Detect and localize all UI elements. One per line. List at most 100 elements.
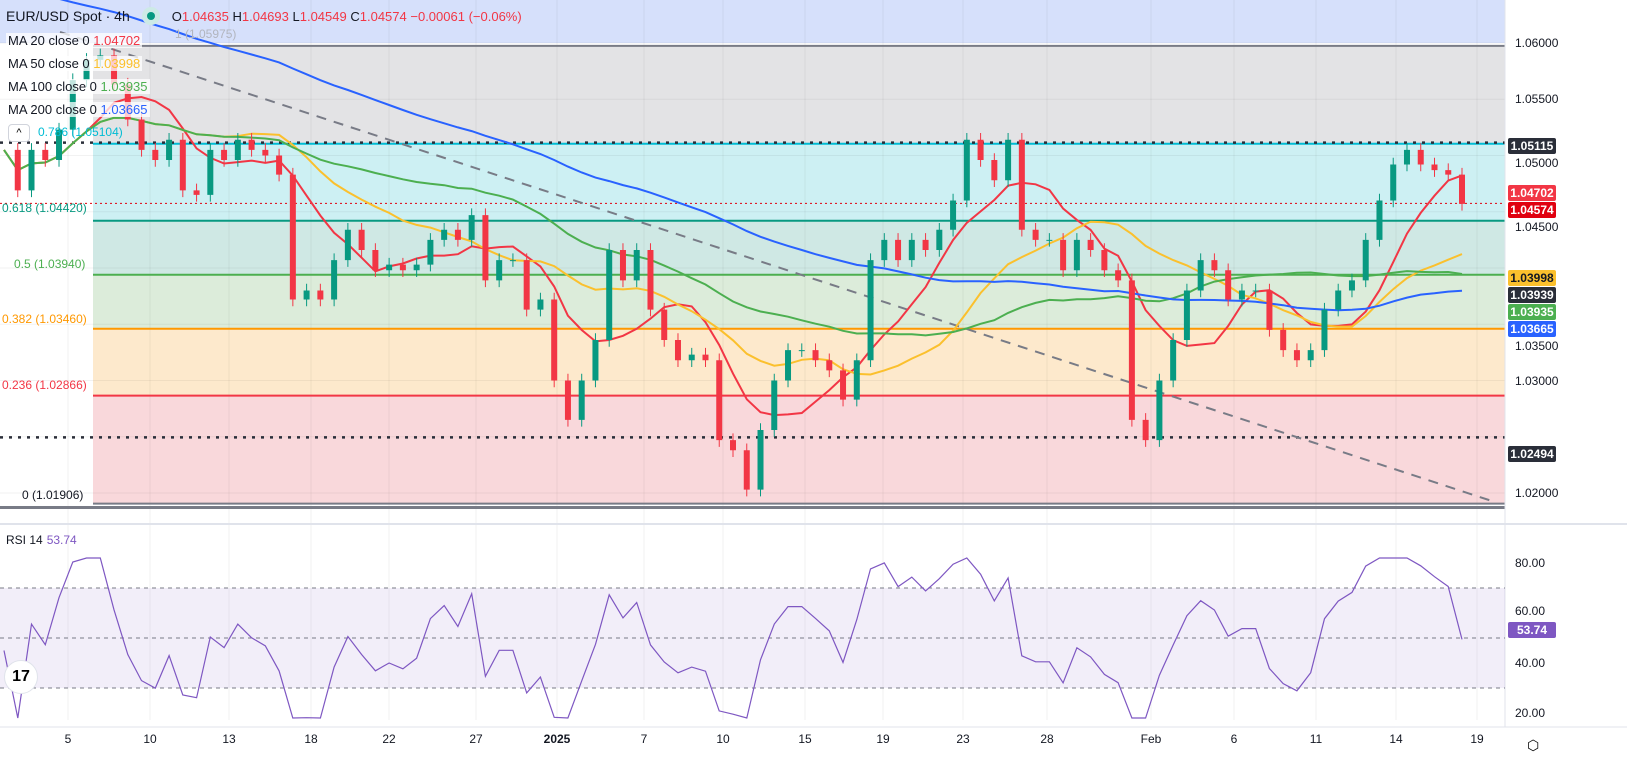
time-tick: 10 [716,732,730,746]
symbol-name: EUR/USD Spot [6,8,102,24]
candle-body [193,190,200,195]
candle-body [262,149,269,156]
rsi-tick: 20.00 [1515,706,1546,720]
candle-body [523,260,530,310]
candle-body [166,139,173,160]
candle-body [1018,139,1025,230]
candle-body [207,149,214,195]
price-tag-support: 1.02494 [1508,446,1556,462]
time-tick: 10 [143,732,157,746]
candle-body [1060,239,1067,271]
candle-body [1348,280,1355,291]
candle-body [1115,270,1122,281]
candle-body [1362,239,1369,281]
candle-body [771,380,778,430]
price-tick: 1.02000 [1515,486,1559,500]
price-tag-last: 1.04574 [1508,202,1556,218]
price-tick: 1.03000 [1515,374,1559,388]
candle-body [840,370,847,400]
candle-body [1211,260,1218,271]
fib-zone [93,220,1505,275]
candle-body [1101,250,1108,271]
candle-body [427,239,434,265]
candle-body [1005,139,1012,181]
time-tick: 15 [798,732,812,746]
time-tick: Feb [1140,732,1162,746]
market-status-icon [141,7,160,25]
candle-body [592,340,599,381]
time-tick: 22 [382,732,396,746]
candle-body [1197,260,1204,291]
fib-zone [93,143,1505,221]
candle-body [42,149,49,160]
candle-body [1073,239,1080,271]
ma50-legend[interactable]: MA 50 close 0 1.03998 [6,56,143,71]
candle-body [647,250,654,310]
candle-body [138,119,145,150]
fib-zone [93,45,1505,144]
candle-body [317,290,324,300]
candle-body [1266,290,1273,330]
candle-body [619,250,626,281]
candle-body [936,229,943,250]
fib-zone-above-1 [0,0,1505,43]
candle-body [1128,280,1135,420]
ma20-legend[interactable]: MA 20 close 0 1.04702 [6,33,143,48]
candle-body [1445,170,1452,175]
symbol-header: EUR/USD Spot · 4h O1.04635 H1.04693 L1.0… [6,7,522,25]
candle-body [922,239,929,250]
fib-zone [93,274,1505,329]
candle-body [716,360,723,441]
price-tag-fib: 1.03939 [1508,287,1556,303]
ohlc-values: O1.04635 H1.04693 L1.04549 C1.04574 −0.0… [171,8,522,24]
symbol-title[interactable]: EUR/USD Spot · 4h [6,8,130,24]
candle-body [303,290,310,300]
candle-body [276,155,283,175]
candle-body [441,229,448,240]
candle-body [1170,340,1177,381]
time-tick: 14 [1389,732,1403,746]
candle-body [1156,380,1163,441]
collapse-legend-button[interactable]: ^ [8,124,30,142]
fib-zero-bar [0,506,1505,509]
candle-body [633,250,640,281]
candle-body [1307,350,1314,361]
candle-body [152,149,159,160]
candle-body [386,264,393,271]
candle-body [537,299,544,310]
settings-icon[interactable]: ⬡ [1527,737,1540,753]
time-tick: 18 [304,732,318,746]
fib-zone [93,328,1505,396]
candle-body [1335,290,1342,310]
candle-body [826,360,833,371]
time-tick: 11 [1309,732,1323,746]
candle-body [372,250,379,271]
ma200-legend[interactable]: MA 200 close 0 1.03665 [6,102,150,117]
candle-body [496,260,503,281]
candle-body [702,354,709,361]
fib-label-0236: 0.236 (1.02866) [2,378,87,392]
rsi-tick: 80.00 [1515,556,1546,570]
candle-body [468,215,475,240]
candle-body [179,139,186,191]
fib-label-05: 0.5 (1.03940) [14,257,86,271]
price-tick: 1.04500 [1515,220,1559,234]
rsi-tick: 40.00 [1515,656,1546,670]
rsi-line [3,557,1463,719]
candle-body [798,350,805,352]
ma100-legend[interactable]: MA 100 close 0 1.03935 [6,79,150,94]
time-tick: 28 [1040,732,1054,746]
price-tag-ma200: 1.03665 [1508,321,1556,337]
candle-body [1403,149,1410,165]
candle-body [743,450,750,490]
ma-line-100 [3,116,1463,337]
rsi-legend[interactable]: RSI 14 53.74 [6,533,77,547]
tradingview-logo[interactable]: 17 [4,660,38,694]
candle-body [1280,329,1287,351]
candle-body [606,250,613,340]
candle-body [881,239,888,261]
time-tick: 6 [1230,732,1238,746]
candle-body [1431,164,1438,171]
candle-body [853,360,860,400]
